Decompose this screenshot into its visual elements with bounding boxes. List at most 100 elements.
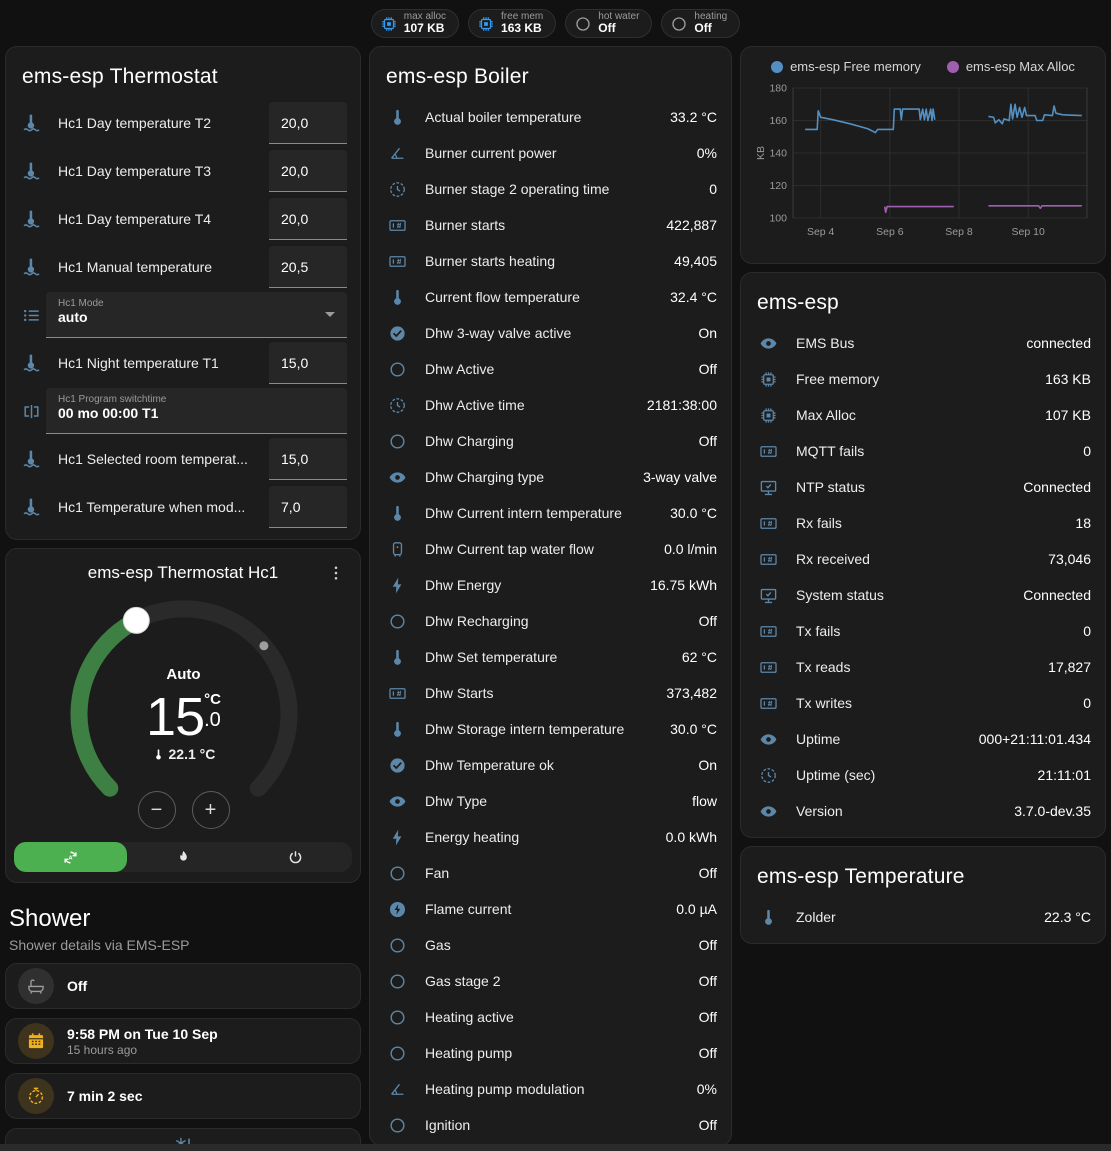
number-input[interactable]: 20,0: [269, 102, 348, 144]
badge-value: 163 KB: [501, 21, 542, 36]
entity-row[interactable]: Dhw Active time 2181:38:00: [370, 387, 731, 423]
boiler-card: ems-esp Boiler Actual boiler temperature…: [369, 46, 732, 1146]
entity-row[interactable]: Heating pump modulation 0%: [370, 1071, 731, 1107]
mode-button-heat[interactable]: [127, 842, 240, 872]
counter-icon: [757, 442, 779, 461]
shower-stat-card[interactable]: Off: [5, 963, 362, 1009]
shower-stat-card[interactable]: 9:58 PM on Tue 10 Sep 15 hours ago: [5, 1018, 362, 1064]
stat-value: 7 min 2 sec: [67, 1088, 143, 1104]
kebab-menu-icon[interactable]: [324, 561, 348, 585]
number-input[interactable]: 15,0: [269, 438, 348, 480]
badge-heating[interactable]: heating Off: [661, 9, 741, 38]
entity-row[interactable]: Tx reads 17,827: [741, 649, 1105, 685]
number-input[interactable]: 7,0: [269, 486, 348, 528]
entity-row[interactable]: Max Alloc 107 KB: [741, 397, 1105, 433]
legend-item[interactable]: ems-esp Max Alloc: [946, 59, 1075, 74]
entity-row[interactable]: Dhw Recharging Off: [370, 603, 731, 639]
mode-button-off[interactable]: [239, 842, 352, 872]
monitor-check-icon: [757, 586, 779, 605]
entity-row[interactable]: Free memory 163 KB: [741, 361, 1105, 397]
entity-row[interactable]: Dhw Temperature ok On: [370, 747, 731, 783]
entity-row[interactable]: Version 3.7.0-dev.35: [741, 793, 1105, 829]
chart-svg: 100 120 140 160 180 Sep 4 Sep 6 Sep 8 Sep 10 KB: [755, 83, 1088, 238]
mode-button-auto[interactable]: A: [14, 842, 127, 872]
entity-row[interactable]: Burner current power 0%: [370, 135, 731, 171]
thermometer-icon: [386, 108, 408, 127]
number-input[interactable]: 15,0: [269, 342, 348, 384]
entity-row[interactable]: Dhw Current intern temperature 30.0 °C: [370, 495, 731, 531]
thermostat-dial[interactable]: Auto 15 °C .0 22.1 °C − +: [6, 594, 360, 844]
card-title: ems-esp: [757, 291, 839, 314]
entity-row[interactable]: Uptime 000+21:11:01.434: [741, 721, 1105, 757]
entity-name: MQTT fails: [796, 443, 865, 459]
entity-row[interactable]: Burner stage 2 operating time 0: [370, 171, 731, 207]
entity-name: Dhw Current tap water flow: [425, 541, 594, 557]
entity-name: Burner starts heating: [425, 253, 555, 269]
entity-row[interactable]: Dhw Charging Off: [370, 423, 731, 459]
entity-row[interactable]: Burner starts 422,887: [370, 207, 731, 243]
decrease-temp-button[interactable]: −: [137, 791, 176, 829]
entity-row[interactable]: Fan Off: [370, 855, 731, 891]
entity-value: 0: [1083, 695, 1091, 711]
card-title: ems-esp Temperature: [757, 865, 965, 888]
stat-text: 7 min 2 sec: [67, 1088, 143, 1104]
entity-row[interactable]: Dhw Energy 16.75 kWh: [370, 567, 731, 603]
eye-icon: [757, 802, 779, 821]
entity-name: Ignition: [425, 1117, 471, 1133]
entity-row[interactable]: Flame current 0.0 µA: [370, 891, 731, 927]
entity-row[interactable]: EMS Bus connected: [741, 325, 1105, 361]
entity-name: Hc1 Manual temperature: [58, 259, 213, 275]
entity-row[interactable]: Rx fails 18: [741, 505, 1105, 541]
entity-row[interactable]: Tx fails 0: [741, 613, 1105, 649]
entity-row[interactable]: Ignition Off: [370, 1107, 731, 1143]
entity-value: 0: [1083, 443, 1091, 459]
badge-free-mem[interactable]: free mem 163 KB: [468, 9, 557, 38]
entity-name: Hc1 Day temperature T4: [58, 211, 212, 227]
dial-handle[interactable]: [122, 606, 150, 634]
entity-row[interactable]: Current flow temperature 32.4 °C: [370, 279, 731, 315]
column-left: ems-esp Thermostat Hc1 Day temperature T…: [5, 46, 362, 1151]
entity-row[interactable]: Gas Off: [370, 927, 731, 963]
entity-row[interactable]: Uptime (sec) 21:11:01: [741, 757, 1105, 793]
memory-history-chart-card[interactable]: ems-esp Free memory ems-esp Max Alloc 100…: [740, 46, 1106, 264]
increase-temp-button[interactable]: +: [191, 791, 230, 829]
entity-row[interactable]: Heating active Off: [370, 999, 731, 1035]
entity-row[interactable]: Dhw Storage intern temperature 30.0 °C: [370, 711, 731, 747]
entity-row[interactable]: Tx writes 0: [741, 685, 1105, 721]
entity-row[interactable]: Rx received 73,046: [741, 541, 1105, 577]
entity-name: Burner current power: [425, 145, 557, 161]
entity-row[interactable]: Dhw Charging type 3-way valve: [370, 459, 731, 495]
badge-max-alloc[interactable]: max alloc 107 KB: [370, 9, 460, 38]
card-title: ems-esp Boiler: [386, 65, 529, 88]
legend-item[interactable]: ems-esp Free memory: [771, 59, 921, 74]
thermometer-water-icon: [16, 449, 46, 470]
column-right: ems-esp Free memory ems-esp Max Alloc 100…: [740, 46, 1106, 952]
svg-text:140: 140: [769, 148, 787, 160]
entity-row[interactable]: Dhw Set temperature 62 °C: [370, 639, 731, 675]
badge-hot-water[interactable]: hot water Off: [565, 9, 653, 38]
entity-row[interactable]: Dhw Active Off: [370, 351, 731, 387]
entity-row[interactable]: Zolder 22.3 °C: [741, 899, 1105, 935]
number-input[interactable]: 20,5: [269, 246, 348, 288]
entity-row[interactable]: Dhw 3-way valve active On: [370, 315, 731, 351]
entity-row[interactable]: Energy heating 0.0 kWh: [370, 819, 731, 855]
shower-stat-card[interactable]: 7 min 2 sec: [5, 1073, 362, 1119]
entity-row[interactable]: Dhw Current tap water flow 0.0 l/min: [370, 531, 731, 567]
entity-row[interactable]: Heating pump Off: [370, 1035, 731, 1071]
horizontal-scrollbar[interactable]: [0, 1144, 1111, 1151]
entity-row[interactable]: MQTT fails 0: [741, 433, 1105, 469]
entity-row[interactable]: Gas stage 2 Off: [370, 963, 731, 999]
entity-row[interactable]: Dhw Starts 373,482: [370, 675, 731, 711]
entity-value: 0.0 kWh: [665, 829, 717, 845]
entity-row[interactable]: Dhw Type flow: [370, 783, 731, 819]
entity-row[interactable]: Burner starts heating 49,405: [370, 243, 731, 279]
entity-row[interactable]: Actual boiler temperature 33.2 °C: [370, 99, 731, 135]
text-input[interactable]: Hc1 Program switchtime 00 mo 00:00 T1: [46, 388, 348, 434]
number-input[interactable]: 20,0: [269, 150, 348, 192]
number-input[interactable]: 20,0: [269, 198, 348, 240]
entity-name: Dhw Recharging: [425, 613, 529, 629]
mode-select[interactable]: Hc1 Mode auto: [46, 292, 348, 338]
entity-row[interactable]: System status Connected: [741, 577, 1105, 613]
badge-label: hot water: [598, 10, 640, 22]
entity-row[interactable]: NTP status Connected: [741, 469, 1105, 505]
